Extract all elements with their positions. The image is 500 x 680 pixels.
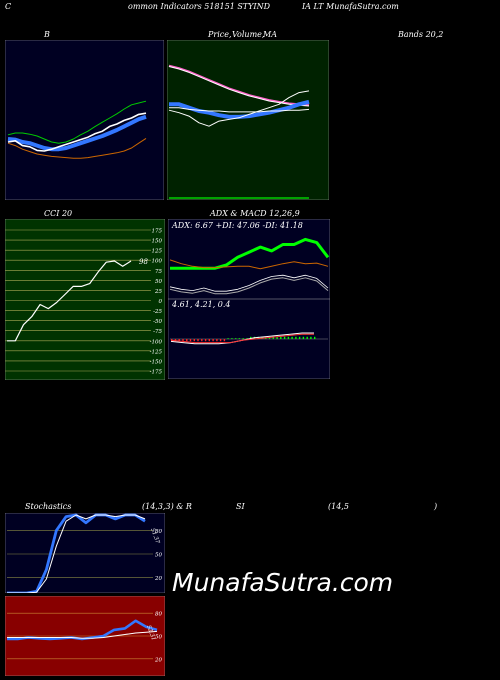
macd-histogram-bar (287, 336, 290, 339)
cci-tick-label: -150 (150, 359, 163, 365)
adx-adx-line-2 (169, 274, 329, 292)
macd-histogram-bar (231, 338, 233, 339)
macd-histogram-bar (314, 336, 316, 339)
adx-adx-line (169, 277, 329, 295)
stoch-d-line (7, 514, 146, 593)
cci-tick-label: 75 (155, 269, 162, 275)
macd-histogram-bar (235, 338, 237, 339)
price-ma-chart (167, 40, 329, 200)
rsi-tick-label: 50 (155, 635, 162, 641)
title-stoch-a: Stochastics (25, 502, 72, 511)
title-stoch-b: (14,3,3) & R (142, 502, 192, 511)
adx-chart (168, 219, 330, 299)
cci-tick-label: -75 (153, 329, 162, 335)
macd-histogram-bar (186, 339, 188, 342)
header-right: IA LT MunafaSutra.com (302, 2, 399, 11)
cci-line (7, 260, 132, 342)
cci-tick-label: 175 (152, 229, 163, 235)
cci-chart: 175 150 125 100 75 50 25 0 -25 -50 -75 -100 -125 -150… (5, 219, 165, 380)
stoch-tick-label: 80 (155, 529, 162, 535)
macd-signal-line (170, 333, 314, 344)
stoch-side-label: 51.37 (149, 528, 160, 545)
macd-histogram-bar (208, 339, 210, 342)
bollinger-lower-line (7, 137, 147, 159)
macd-histogram-bar (242, 338, 244, 339)
cci-tick-label: -25 (153, 309, 162, 315)
price-ma_long-line (168, 64, 310, 107)
title-bands: Bands 20,2 (398, 30, 444, 39)
rsi-rsi_avg-line (7, 630, 158, 639)
title-ma: MA (263, 30, 277, 39)
header-left: C (5, 2, 12, 11)
macd-histogram-bar (283, 336, 286, 339)
macd-histogram-bar (219, 339, 222, 342)
rsi-chart: 80 50 20 52.31 (5, 596, 165, 676)
stoch-tick-label: 50 (155, 553, 162, 559)
title-bollinger: B (44, 30, 50, 39)
macd-histogram-bar (280, 336, 282, 339)
macd-histogram-bar (276, 336, 278, 339)
title-stoch-e: ) (434, 502, 438, 511)
macd-histogram-bar (223, 339, 226, 342)
watermark: MunafaSutra.com (172, 568, 394, 597)
macd-chart (168, 299, 330, 379)
macd-histogram-bar (201, 339, 203, 342)
cci-tick-label: 150 (152, 239, 163, 245)
stoch-tick-label: 20 (154, 576, 162, 582)
title-stoch-d: (14,5 (328, 502, 349, 511)
rsi-tick-label: 80 (155, 612, 162, 618)
cci-tick-label: 50 (155, 279, 162, 285)
macd-histogram-bar (216, 339, 218, 342)
macd-histogram-bar (193, 339, 195, 342)
rsi-side-label: 52.31 (145, 625, 156, 642)
cci-tick-label: -125 (150, 349, 163, 355)
macd-histogram-bar (189, 339, 192, 342)
macd-histogram-bar (212, 339, 214, 342)
rsi-tick-label: 20 (154, 657, 162, 663)
cci-tick-label: 125 (152, 249, 163, 255)
macd-histogram-bar (310, 336, 312, 339)
macd-histogram-bar (295, 336, 297, 339)
macd-histogram-bar (204, 339, 207, 342)
stochastics-chart: 80 50 20 51.37 (5, 513, 165, 593)
macd-histogram-bar (238, 338, 241, 339)
macd-histogram-bar (298, 336, 301, 339)
price-ma_mid-line (169, 107, 310, 113)
macd-histogram-bar (250, 336, 252, 339)
cci-tick-label: -50 (153, 319, 162, 325)
header-middle: ommon Indicators 518151 STYIND (128, 2, 270, 11)
macd-histogram-bar (272, 336, 274, 339)
price-ma_short-line (169, 99, 310, 119)
macd-histogram-bar (182, 339, 184, 342)
macd-histogram-bar (302, 336, 305, 339)
bollinger-price-line (7, 112, 147, 152)
macd-histogram-bar (197, 339, 199, 342)
adx-minus_di-line (169, 259, 329, 270)
title-adx-macd: ADX & MACD 12,26,9 (210, 209, 300, 218)
macd-histogram-bar (291, 336, 293, 339)
cci-tick-label: 0 (159, 299, 163, 305)
cci-tick-label: 25 (154, 289, 162, 295)
adx-values-label: ADX: 6.67 +DI: 47.06 -DI: 41.18 (172, 221, 303, 230)
macd-histogram-bar (306, 336, 308, 339)
macd-histogram-bar (174, 339, 177, 342)
title-volume: Volume, (232, 30, 265, 39)
price-ma_long_2-line (168, 66, 310, 107)
cci-tick-label: -175 (150, 370, 163, 376)
macd-histogram-bar (227, 338, 229, 339)
cci-tick-label: -100 (150, 339, 163, 345)
cci-last-value: 98 (139, 258, 148, 266)
bollinger-middle-line (7, 114, 147, 152)
bollinger-upper-line (7, 100, 147, 144)
bollinger-chart (5, 40, 164, 200)
macd-values-label: 4.61, 4.21, 0.4 (172, 300, 231, 309)
price-price-line (168, 90, 310, 127)
macd-histogram-bar (178, 339, 180, 342)
adx-plus_di-line (170, 237, 330, 270)
title-cci: CCI 20 (44, 209, 73, 218)
title-price: Price, (208, 30, 232, 39)
cci-tick-label: 100 (152, 259, 163, 265)
macd-histogram-bar (246, 338, 248, 339)
title-stoch-c: SI (236, 502, 245, 511)
